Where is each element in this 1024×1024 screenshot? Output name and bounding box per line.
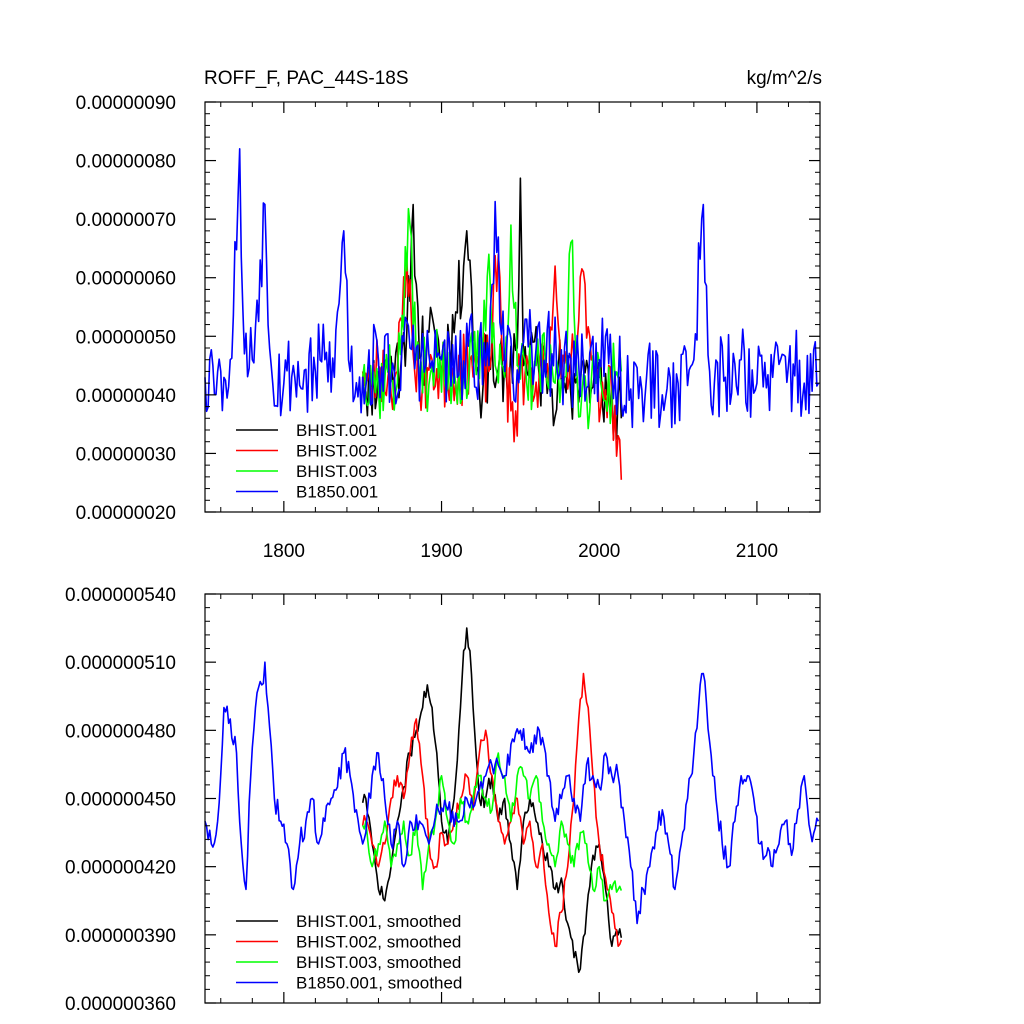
x-tick-label: 2000 <box>578 541 620 562</box>
series-line-b1850-001-smoothed <box>204 661 820 925</box>
plot-area <box>204 627 820 974</box>
series-line-bhist-003-smoothed <box>361 752 623 902</box>
x-tick-label: 1800 <box>263 541 305 562</box>
y-tick-label: 0.00000050 <box>76 327 176 348</box>
y-tick-label: 0.00000030 <box>76 444 176 465</box>
y-tick-label: 0.00000090 <box>76 93 176 114</box>
smoothed-timeseries-panel: 0.000000360 0.000000390 0.000000420 0.00000… <box>65 585 821 1015</box>
legend-label: BHIST.003 <box>296 462 377 481</box>
raw-timeseries-panel: 0.00000020 0.00000030 0.00000040 0.00000050… <box>76 93 821 562</box>
y-tick-label: 0.00000040 <box>76 386 176 407</box>
legend-label: BHIST.001 <box>296 421 377 440</box>
series-line-bhist-001 <box>361 177 623 441</box>
y-tick-label: 0.00000080 <box>76 152 176 173</box>
legend-label: BHIST.002 <box>296 442 377 461</box>
x-tick-label: 1900 <box>420 541 462 562</box>
y-tick-label: 0.000000420 <box>65 858 176 879</box>
legend: BHIST.001, smoothed BHIST.002, smoothedBH… <box>236 912 462 993</box>
units-label: kg/m^2/s <box>747 68 822 89</box>
plot-frame <box>204 101 821 513</box>
series-line-bhist-002 <box>361 253 623 480</box>
plot-area <box>204 148 820 480</box>
legend-label: B1850.001, smoothed <box>296 974 462 993</box>
y-tick-label: 0.000000510 <box>65 653 176 674</box>
y-tick-label: 0.00000020 <box>76 503 176 524</box>
y-tick-label: 0.000000360 <box>65 994 176 1015</box>
y-tick-label: 0.00000070 <box>76 210 176 231</box>
y-tick-label: 0.000000390 <box>65 926 176 947</box>
y-tick-label: 0.00000060 <box>76 269 176 290</box>
series-line-bhist-003 <box>361 207 623 430</box>
figure-title: ROFF_F, PAC_44S-18S <box>204 68 409 89</box>
y-tick-label: 0.000000540 <box>65 585 176 606</box>
legend-label: BHIST.002, smoothed <box>296 933 461 952</box>
series-line-b1850-001 <box>204 148 820 429</box>
y-tick-label: 0.000000450 <box>65 790 176 811</box>
series-line-bhist-002-smoothed <box>361 672 623 948</box>
y-tick-label: 0.000000480 <box>65 721 176 742</box>
legend-label: BHIST.001, smoothed <box>296 912 461 931</box>
legend-label: BHIST.003, smoothed <box>296 953 461 972</box>
legend-label: B1850.001 <box>296 483 378 502</box>
x-tick-label: 2100 <box>736 541 778 562</box>
